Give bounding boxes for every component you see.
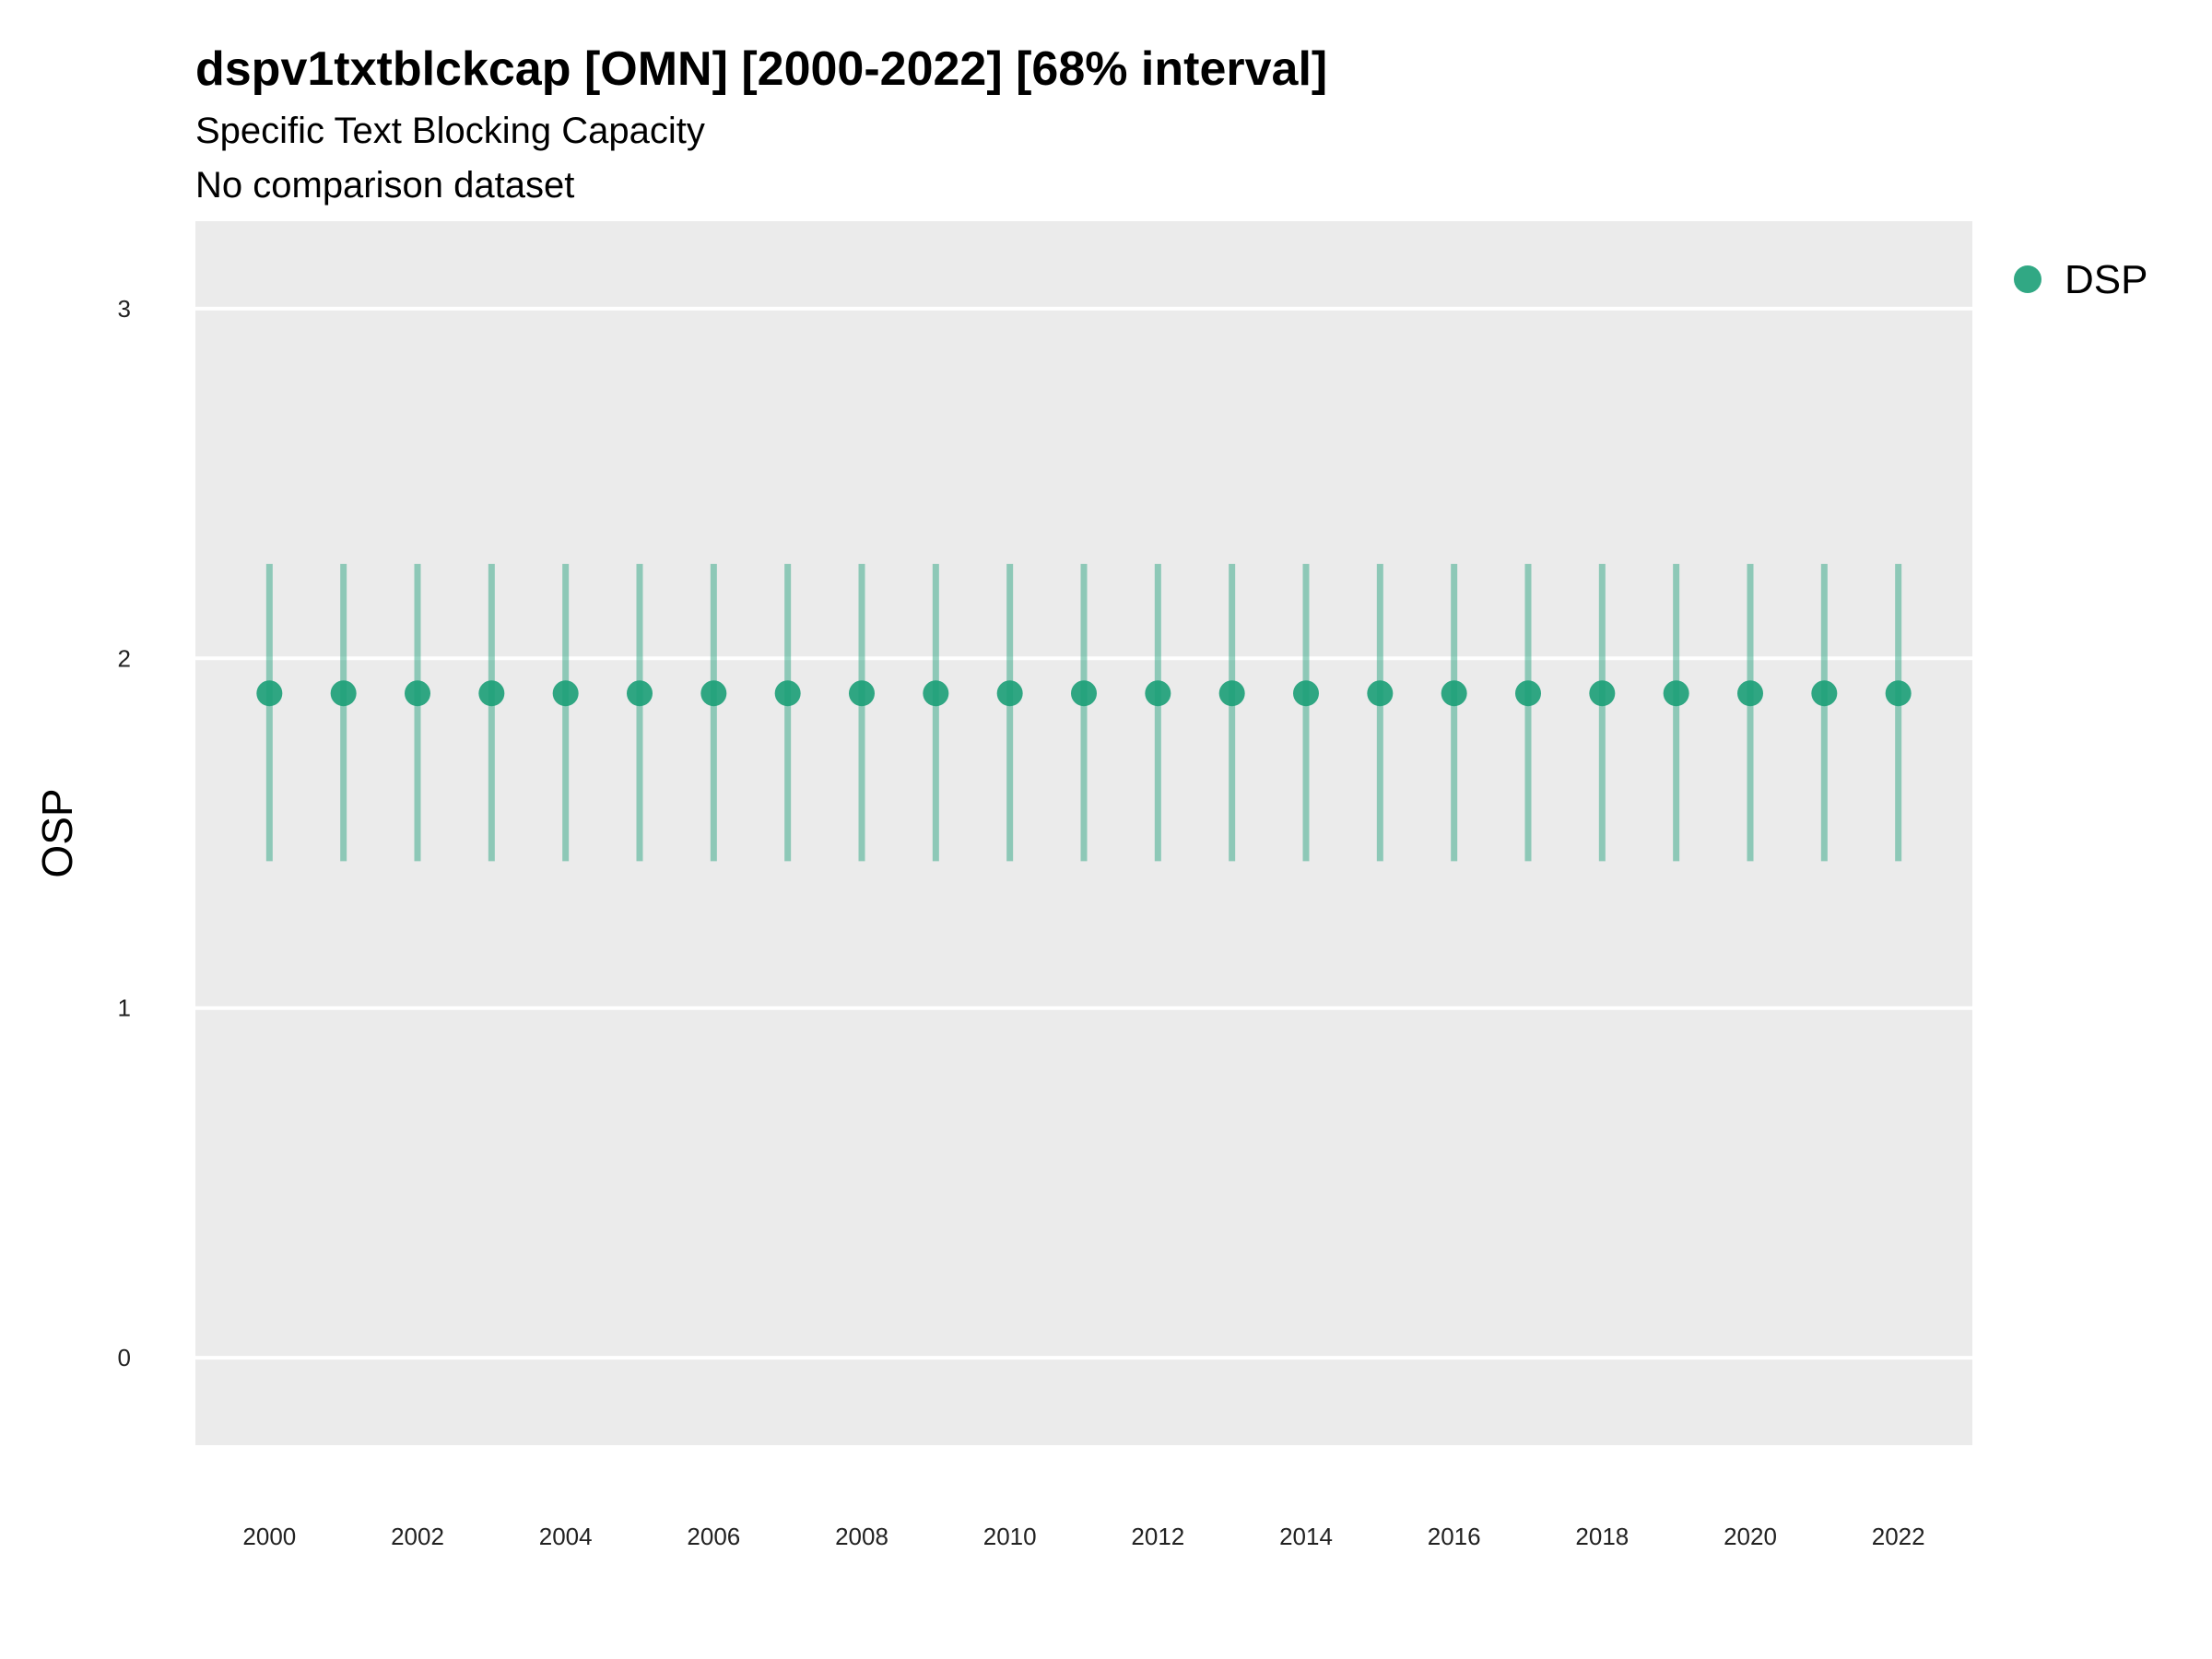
legend: DSP xyxy=(2014,257,2147,302)
x-tick-label-2016: 2016 xyxy=(1428,1523,1481,1550)
point-2010 xyxy=(996,680,1023,707)
y-tick-label-1: 1 xyxy=(118,994,131,1022)
point-2022 xyxy=(1885,680,1912,707)
point-2007 xyxy=(774,680,801,707)
point-2005 xyxy=(627,680,653,707)
point-2020 xyxy=(1737,680,1763,707)
x-tick-label-2000: 2000 xyxy=(242,1523,296,1550)
point-2008 xyxy=(849,680,875,707)
chart-subtitle: Specific Text Blocking Capacity xyxy=(195,111,705,151)
point-2016 xyxy=(1441,680,1467,707)
grid-lines xyxy=(155,306,1972,1360)
point-2019 xyxy=(1663,680,1689,707)
x-tick-label-2022: 2022 xyxy=(1872,1523,1925,1550)
point-2017 xyxy=(1515,680,1541,707)
x-tick-label-2006: 2006 xyxy=(687,1523,740,1550)
y-axis-ticks: 0 1 2 3 xyxy=(118,295,131,1371)
chart-title: dspv1txtblckcap [OMN] [2000-2022] [68% i… xyxy=(195,42,1327,96)
point-2012 xyxy=(1145,680,1171,707)
point-2013 xyxy=(1218,680,1245,707)
point-2000 xyxy=(256,680,283,707)
x-tick-label-2004: 2004 xyxy=(539,1523,593,1550)
point-2001 xyxy=(330,680,357,707)
x-tick-label-2012: 2012 xyxy=(1131,1523,1184,1550)
point-2003 xyxy=(478,680,505,707)
point-2021 xyxy=(1811,680,1838,707)
point-2015 xyxy=(1367,680,1394,707)
y-tick-label-2: 2 xyxy=(118,644,131,672)
point-2006 xyxy=(700,680,727,707)
x-tick-label-2018: 2018 xyxy=(1575,1523,1629,1550)
legend-key-dsp xyxy=(2014,265,2041,293)
x-tick-label-2008: 2008 xyxy=(835,1523,888,1550)
legend-label-dsp: DSP xyxy=(2065,257,2147,302)
y-tick-label-3: 3 xyxy=(118,295,131,323)
y-tick-label-0: 0 xyxy=(118,1344,131,1371)
x-axis-ticks: 2000 2002 2004 2006 2008 2010 2012 2014 2016 2018… xyxy=(242,1523,1924,1550)
x-tick-label-2010: 2010 xyxy=(983,1523,1037,1550)
data-marks xyxy=(256,563,1912,862)
y-axis-label: OSP xyxy=(33,788,81,877)
plot-panel xyxy=(195,221,1972,1445)
point-2014 xyxy=(1293,680,1319,707)
point-2009 xyxy=(923,680,949,707)
x-tick-label-2014: 2014 xyxy=(1279,1523,1333,1550)
point-2004 xyxy=(552,680,579,707)
x-tick-label-2020: 2020 xyxy=(1724,1523,1777,1550)
chart-caption: No comparison dataset xyxy=(195,165,574,206)
x-tick-label-2002: 2002 xyxy=(391,1523,444,1550)
point-2018 xyxy=(1589,680,1616,707)
point-2011 xyxy=(1071,680,1097,707)
point-2002 xyxy=(405,680,430,707)
